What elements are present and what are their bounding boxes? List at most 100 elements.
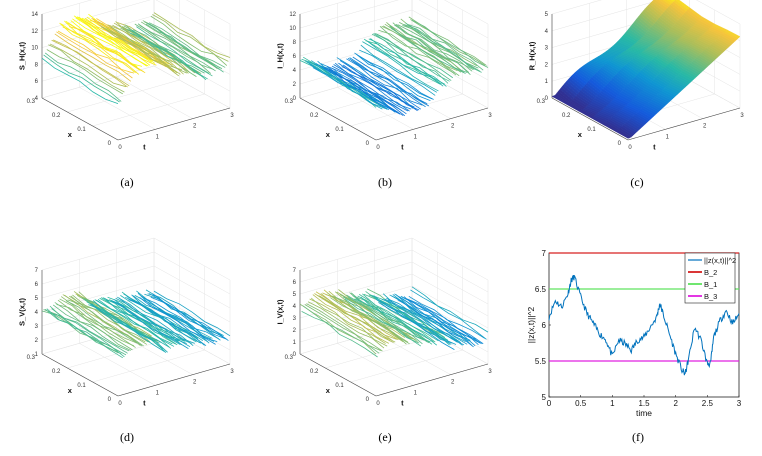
panel-d-surface-line: [92, 300, 170, 348]
panel-b-t-tick: 1: [414, 134, 418, 140]
panel-e-surface-line: [352, 295, 430, 344]
panel-c-tlabel: t: [653, 143, 656, 152]
panel-d-surface-line: [59, 298, 136, 348]
panel-b-surface-line: [347, 57, 425, 104]
panel-c-surface-patch: [655, 0, 669, 9]
panel-e-surface-line: [384, 298, 462, 344]
panel-d-surface-line: [140, 295, 218, 343]
panel-e-x-tick: 0.1: [335, 383, 344, 389]
panel-a-surface-line: [43, 54, 120, 103]
panel-d-z-tick: 5: [35, 296, 39, 302]
panel-d-x-tick: 0: [108, 397, 112, 403]
panel-b-surface-line: [389, 25, 466, 74]
panel-c-surface-patch: [658, 0, 671, 7]
panel-d-surface-line: [49, 305, 127, 356]
panel-d-t-tick: 0: [118, 401, 122, 407]
panel-c-t-tick: 0: [628, 145, 632, 151]
panel-a-t-tick: 3: [230, 113, 234, 119]
panel-a-surface-line: [62, 26, 140, 75]
panel-b-z-tick: 2: [293, 82, 297, 88]
x-tick-label: 3: [737, 399, 742, 408]
panel-a-tlabel: t: [143, 143, 146, 152]
x-axis-label: time: [636, 408, 652, 418]
panel-a-surface-line: [54, 33, 132, 82]
panel-a-surface-line: [56, 31, 133, 79]
panel-c-surface-patch: [652, 0, 668, 11]
x-tick-label: 0.5: [575, 399, 587, 408]
panel-b-x-tick: 0.2: [310, 113, 319, 119]
panel-c-z-tick: 4: [545, 29, 549, 35]
panel-e-surface-line: [301, 311, 378, 358]
panel-b-z-tick: 0: [293, 96, 297, 102]
panel-e-z-tick: 2: [293, 328, 297, 334]
panel-d-surface-line: [56, 304, 133, 351]
panel-e-t-tick: 1: [414, 390, 418, 396]
panel-e-surface-line: [318, 295, 396, 343]
panel-e-grid-t: [411, 238, 489, 365]
panel-c-t-tick: 1: [666, 134, 670, 140]
panel-f-y-axis-label: ||z(x,t)||^2: [526, 306, 536, 344]
panel-b-surface-line: [387, 23, 465, 73]
panel-b-surface-line: [410, 19, 487, 66]
x-tick-label: 2: [673, 399, 678, 408]
panel-d-surface-line: [72, 294, 149, 343]
panel-c-t-tick: 3: [740, 113, 744, 119]
panel-d-surface-line: [112, 300, 189, 349]
panel-d-grid-z: [41, 251, 231, 295]
panel-b-z-tick: 8: [293, 40, 297, 46]
panel-a-x-tick: 0.3: [27, 99, 36, 105]
panel-c-surface-patch: [670, 0, 676, 2]
y-tick-label: 6: [542, 321, 547, 330]
panel-c-z-tick: 1: [545, 79, 549, 85]
panel-c-axis-line: [627, 107, 741, 141]
panel-b-x-tick: 0.1: [335, 127, 344, 133]
panel-b-surface-line: [328, 69, 406, 117]
panel-d-surface-line: [88, 304, 165, 352]
panel-a-surface-line: [84, 18, 162, 63]
panel-d-surface-line: [65, 300, 143, 346]
panel-b-surface-line: [397, 24, 474, 71]
panel-a: 4 6 8 10 12 14 00 0.1 1 0.2 2 0.3 3 x t: [27, 0, 234, 152]
panel-d-surface-line: [137, 292, 215, 342]
panel-a-xlabel: x: [68, 130, 73, 139]
panel-a-surface-line: [131, 29, 208, 80]
caption-e: (e): [378, 430, 392, 444]
panel-a-z-tick: 10: [31, 46, 38, 52]
panel-e-t-tick: 3: [488, 369, 492, 375]
panel-a-surface-line: [107, 24, 184, 75]
panel-b-surface-line: [344, 62, 422, 110]
panel-a-surface-line: [46, 49, 124, 95]
panel-a-x-tick: 0.2: [52, 113, 61, 119]
panel-e-surface-line: [386, 297, 463, 346]
panel-c-z-tick: 0: [545, 96, 549, 102]
panel-b-surface-line: [378, 29, 455, 74]
panel-e-axis-line: [299, 353, 377, 397]
legend-label: ||z(x,t)||^2: [704, 256, 736, 265]
panel-b-zlabel: I_H(x,t): [275, 43, 285, 69]
panel-b-grid-z: [299, 0, 489, 25]
panel-e-z-tick: 3: [293, 316, 297, 322]
panel-d-surface-line: [150, 296, 227, 340]
panel-d-z-tick: 7: [35, 268, 39, 274]
panel-a-t-tick: 1: [156, 134, 160, 140]
panel-a-surface-line: [83, 20, 160, 63]
panel-a-surface-line: [137, 23, 215, 71]
panel-e-surface-line: [320, 293, 397, 340]
panel-e-tlabel: t: [401, 399, 404, 408]
panel-d-surface-line: [91, 303, 168, 353]
caption-b: (b): [378, 175, 392, 189]
legend: ||z(x,t)||^2 B_2 B_1 B_3: [684, 252, 736, 304]
panel-d-z-tick: 6: [35, 282, 39, 288]
panel-d-surface-line: [97, 298, 175, 347]
panel-b-surface-line: [405, 22, 482, 73]
panel-a-x-tick: 0.1: [77, 127, 86, 133]
panel-e-surface-line: [378, 302, 455, 350]
panel-a-surface-line: [44, 52, 122, 102]
panel-d-surface-line: [57, 299, 135, 347]
panel-d-zlabel: S_V(x,t): [17, 298, 27, 326]
panel-a-z-tick: 4: [35, 96, 39, 102]
panel-c-x-tick: 0.1: [587, 127, 596, 133]
panel-d-surface-line: [142, 297, 219, 340]
panel-d-axis-line: [117, 363, 231, 397]
